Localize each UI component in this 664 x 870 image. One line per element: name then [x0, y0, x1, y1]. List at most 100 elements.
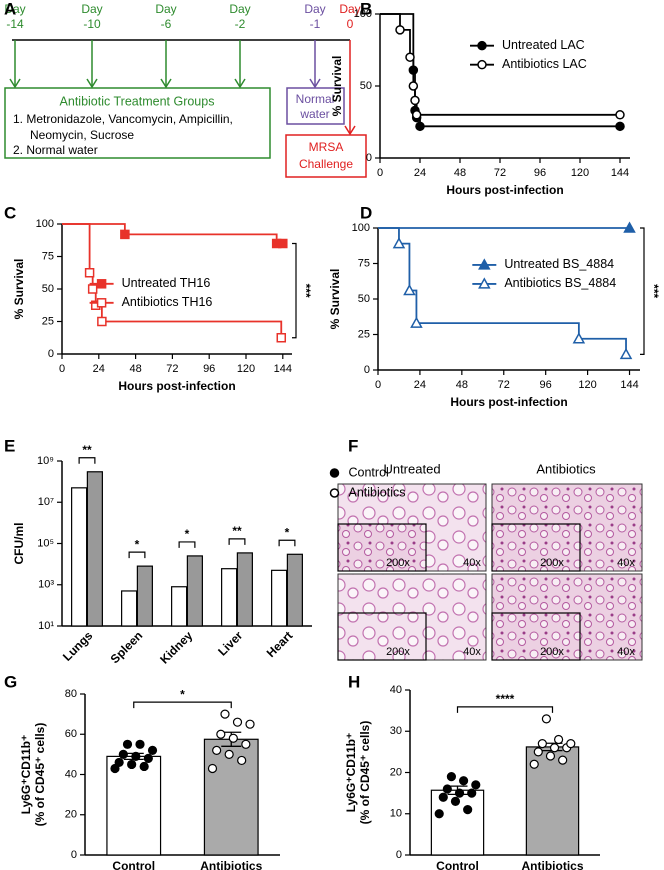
marker — [615, 110, 625, 120]
legend-label: Antibiotics — [349, 485, 406, 499]
legend-marker — [329, 488, 340, 498]
day-label: Day — [4, 2, 25, 16]
x-tick-label: 120 — [237, 363, 255, 375]
legend-marker — [478, 258, 491, 270]
panel-a: Day -14 Day -10 Day -6 Day -2 Day -1 Day… — [4, 2, 367, 178]
bar — [221, 568, 238, 627]
data-point — [237, 755, 247, 766]
marker — [120, 229, 130, 240]
y-axis-label: (% of CD45⁺ cells) — [358, 721, 372, 825]
bar — [71, 487, 88, 627]
marker — [572, 332, 586, 344]
marker — [403, 283, 416, 296]
purple-arrow — [309, 40, 321, 89]
data-point — [545, 751, 556, 761]
legend-label: Untreated LAC — [502, 38, 585, 52]
significance-bracket — [640, 227, 645, 355]
marker — [278, 238, 288, 249]
significance-label: * — [285, 525, 290, 539]
legend-marker — [96, 279, 107, 289]
green-arrows — [9, 40, 246, 89]
groups-box — [4, 87, 271, 159]
x-tick-label: Liver — [215, 628, 245, 658]
legend-marker — [478, 277, 491, 289]
x-tick-label: 0 — [375, 379, 381, 391]
data-point — [139, 761, 149, 772]
legend-label: Antibiotics TH16 — [122, 295, 213, 309]
x-tick-label: Heart — [264, 628, 296, 660]
y-tick-label: 50 — [360, 80, 372, 92]
day-label: Day — [229, 2, 250, 16]
marker — [97, 316, 107, 327]
x-tick-label: 120 — [571, 167, 589, 179]
data-point — [122, 739, 133, 749]
bar — [186, 555, 203, 627]
y-tick-label: 0 — [48, 348, 54, 360]
x-tick-label: Antibiotics — [522, 859, 584, 870]
day-number: -10 — [83, 17, 101, 31]
x-axis-label: Hours post-infection — [118, 379, 235, 393]
histology-image: 200x 40x — [491, 573, 643, 661]
marker — [410, 95, 420, 106]
marker — [84, 268, 95, 278]
x-tick-label: 96 — [540, 379, 552, 391]
challenge-text: MRSA — [309, 140, 344, 154]
data-point — [228, 733, 238, 743]
data-point — [220, 709, 230, 719]
data-point — [434, 809, 444, 819]
marker — [405, 52, 415, 62]
day-label: Day — [304, 2, 325, 16]
y-tick-label: 100 — [354, 8, 372, 20]
day-label: Day — [81, 2, 102, 16]
inset-mag: 200x — [386, 557, 410, 569]
significance-bracket — [228, 538, 246, 545]
data-point — [529, 759, 539, 769]
data-point — [446, 772, 457, 782]
data-point — [549, 743, 560, 753]
x-tick-label: 24 — [414, 379, 426, 391]
marker — [410, 316, 423, 328]
x-axis-label: Hours post-infection — [450, 395, 567, 409]
groups-line: Neomycin, Sucrose — [30, 128, 134, 142]
data-point — [558, 755, 568, 765]
bar — [203, 738, 259, 856]
bar — [271, 569, 288, 627]
y-tick-label: 40 — [390, 684, 402, 696]
panel-label: A — [4, 0, 16, 18]
significance-label: ** — [82, 443, 92, 457]
x-tick-label: 144 — [620, 379, 638, 391]
data-point — [553, 734, 564, 745]
y-axis-label: % Survival — [330, 56, 344, 117]
y-tick-label: 10¹ — [38, 620, 54, 632]
y-tick-label: 100 — [36, 218, 54, 230]
data-point — [232, 717, 243, 727]
legend-marker — [96, 298, 107, 308]
marker — [408, 81, 419, 91]
y-axis-label: % Survival — [328, 269, 342, 330]
y-tick-label: 10 — [390, 808, 402, 820]
legend-label: Untreated BS_4884 — [504, 257, 614, 271]
water-box — [286, 87, 345, 125]
y-tick-label: 10³ — [38, 579, 54, 591]
groups-line: 2. Normal water — [13, 143, 98, 157]
survival-line — [378, 227, 627, 355]
significance-bracket — [292, 242, 297, 339]
histology-image: 200x 40x — [491, 483, 643, 572]
legend-label: Control — [349, 465, 389, 479]
data-point — [147, 745, 158, 755]
legend-marker — [477, 40, 487, 51]
panel-label: G — [4, 672, 17, 691]
main-mag: 40x — [617, 646, 635, 658]
x-tick-label: 48 — [454, 167, 466, 179]
y-tick-label: 30 — [390, 725, 402, 737]
x-tick-label: 144 — [274, 363, 292, 375]
x-tick-label: Spleen — [108, 628, 146, 666]
data-point — [212, 745, 222, 755]
y-tick-label: 0 — [364, 364, 370, 376]
y-tick-label: 75 — [358, 257, 370, 269]
data-point — [537, 739, 547, 749]
significance-bracket — [456, 706, 554, 713]
panel-label: C — [4, 203, 16, 222]
day-number: -14 — [6, 17, 24, 31]
y-tick-label: 25 — [42, 315, 54, 327]
